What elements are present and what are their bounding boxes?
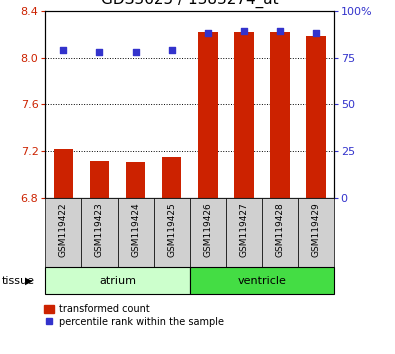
Point (168, 47, 175, 53)
Bar (270, 32, 290, 198)
Bar (162, 157, 181, 198)
Legend: transformed count, percentile rank within the sample: transformed count, percentile rank withi… (42, 302, 226, 329)
Text: GSM119428: GSM119428 (275, 202, 284, 257)
Bar (54, 149, 73, 198)
Bar (45, 267, 190, 294)
Bar (306, 36, 325, 198)
Text: tissue: tissue (2, 276, 35, 286)
Bar (234, 32, 254, 198)
Bar (226, 198, 261, 267)
Bar (45, 198, 81, 267)
Text: GSM119429: GSM119429 (311, 202, 320, 257)
Text: ▶: ▶ (25, 276, 32, 286)
Point (60, 47, 67, 53)
Bar (298, 198, 334, 267)
Title: GDS3625 / 1383274_at: GDS3625 / 1383274_at (101, 0, 278, 8)
Point (312, 30, 319, 36)
Point (96, 49, 103, 55)
Bar (190, 198, 226, 267)
Text: atrium: atrium (99, 275, 136, 286)
Text: GSM119424: GSM119424 (131, 202, 140, 257)
Bar (154, 198, 190, 267)
Bar (126, 162, 145, 198)
Text: GSM119425: GSM119425 (167, 202, 176, 257)
Text: GSM119427: GSM119427 (239, 202, 248, 257)
Bar (198, 32, 218, 198)
Point (132, 49, 139, 55)
Text: ventricle: ventricle (237, 275, 286, 286)
Bar (190, 267, 334, 294)
Text: GSM119423: GSM119423 (95, 202, 104, 257)
Point (205, 30, 211, 36)
Bar (90, 161, 109, 198)
Bar (118, 198, 154, 267)
Text: GSM119426: GSM119426 (203, 202, 212, 257)
Text: GSM119422: GSM119422 (59, 202, 68, 257)
Point (276, 28, 283, 34)
Point (241, 28, 247, 34)
Bar (81, 198, 118, 267)
Bar (261, 198, 298, 267)
